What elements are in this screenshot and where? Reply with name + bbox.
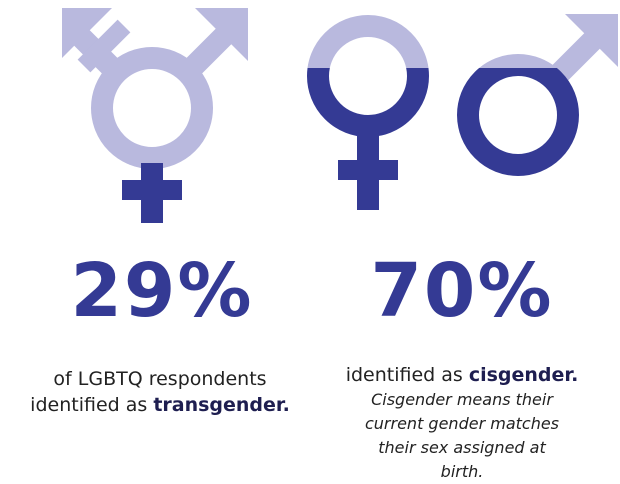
note: Cisgender means their current gender mat… bbox=[364, 390, 560, 481]
percent: 29% bbox=[70, 248, 254, 334]
description: of LGBTQ respondents identified as trans… bbox=[20, 366, 300, 418]
page: {"left": {"percent": "29%", "text": "of … bbox=[20, 8, 618, 481]
male-symbol bbox=[457, 14, 618, 176]
transgender-symbol bbox=[62, 8, 248, 223]
description: identified as cisgender. bbox=[322, 362, 602, 388]
text: of LGBTQ respondents identified as bbox=[30, 368, 267, 416]
icons bbox=[62, 8, 618, 223]
text: identified as bbox=[345, 364, 469, 386]
emphasis: transgender. bbox=[153, 394, 290, 416]
percent: 70% bbox=[370, 248, 554, 334]
emphasis: cisgender. bbox=[468, 364, 579, 386]
female-symbol bbox=[307, 15, 429, 210]
